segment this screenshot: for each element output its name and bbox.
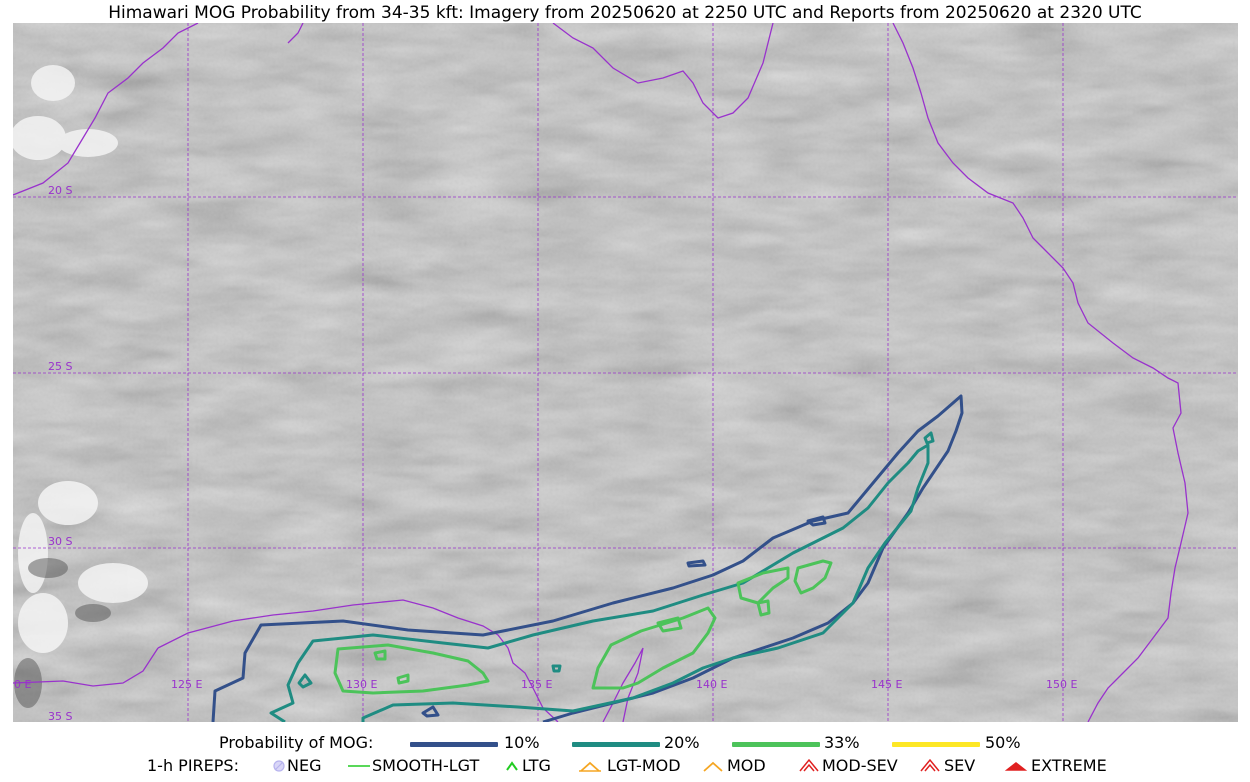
legend-pireps: 1-h PIREPS: NEG SMOOTH-LGT LTG LGT-MOD M…	[0, 756, 1250, 778]
legend-label-20: 20%	[664, 733, 700, 752]
legend-pirep-lgt-mod: LGT-MOD	[607, 756, 681, 775]
contour-10-percent	[211, 394, 964, 722]
legend-pirep-extreme: EXTREME	[1031, 756, 1107, 775]
satellite-map: 20 S 25 S 30 S 35 S 120 E 125 E 130 E 13…	[13, 23, 1238, 722]
neg-icon	[273, 760, 285, 772]
legend-pirep-neg: NEG	[287, 756, 322, 775]
lgt-mod-icon	[579, 761, 601, 772]
sev-icon	[920, 758, 940, 772]
contour-20-percent	[269, 431, 935, 722]
mod-sev-icon	[799, 758, 819, 772]
legend-pirep-mod-sev: MOD-SEV	[822, 756, 898, 775]
lat-label-30s: 30 S	[48, 535, 72, 548]
legend-probability-label: Probability of MOG:	[219, 733, 374, 752]
imagery-grain	[13, 23, 1238, 722]
lon-label-140e: 140 E	[696, 678, 727, 691]
legend-swatch-10	[410, 742, 498, 747]
map-title: Himawari MOG Probability from 34-35 kft:…	[108, 3, 1142, 23]
legend-swatch-33	[732, 742, 820, 747]
legend-pirep-mod: MOD	[727, 756, 766, 775]
mod-icon	[703, 761, 723, 772]
lon-label-150e: 150 E	[1046, 678, 1077, 691]
legend-swatch-50	[892, 742, 980, 747]
ltg-icon	[506, 761, 518, 771]
graticule-labels: 20 S 25 S 30 S 35 S 120 E 125 E 130 E 13…	[13, 184, 1077, 722]
legend-label-50: 50%	[985, 733, 1021, 752]
extreme-icon	[1004, 762, 1028, 771]
legend-label-10: 10%	[504, 733, 540, 752]
legend-pirep-smooth-lgt: SMOOTH-LGT	[372, 756, 480, 775]
legend-pireps-label: 1-h PIREPS:	[147, 756, 239, 775]
legend-swatch-20	[572, 742, 660, 747]
legend-label-33: 33%	[824, 733, 860, 752]
contour-33-percent	[333, 559, 833, 695]
lon-label-130e: 130 E	[346, 678, 377, 691]
lat-label-20s: 20 S	[48, 184, 72, 197]
legend-pirep-ltg: LTG	[522, 756, 551, 775]
lon-label-125e: 125 E	[171, 678, 202, 691]
lon-label-120e: 120 E	[13, 678, 31, 691]
lat-label-25s: 25 S	[48, 360, 72, 373]
graticule	[13, 23, 1238, 722]
smooth-lgt-icon	[348, 765, 370, 767]
legend-probability: Probability of MOG: 10% 20% 33% 50%	[0, 733, 1250, 755]
lon-label-145e: 145 E	[871, 678, 902, 691]
legend-pirep-sev: SEV	[944, 756, 976, 775]
coastline	[13, 23, 1189, 722]
lon-label-135e: 135 E	[521, 678, 552, 691]
lat-label-35s: 35 S	[48, 710, 72, 722]
